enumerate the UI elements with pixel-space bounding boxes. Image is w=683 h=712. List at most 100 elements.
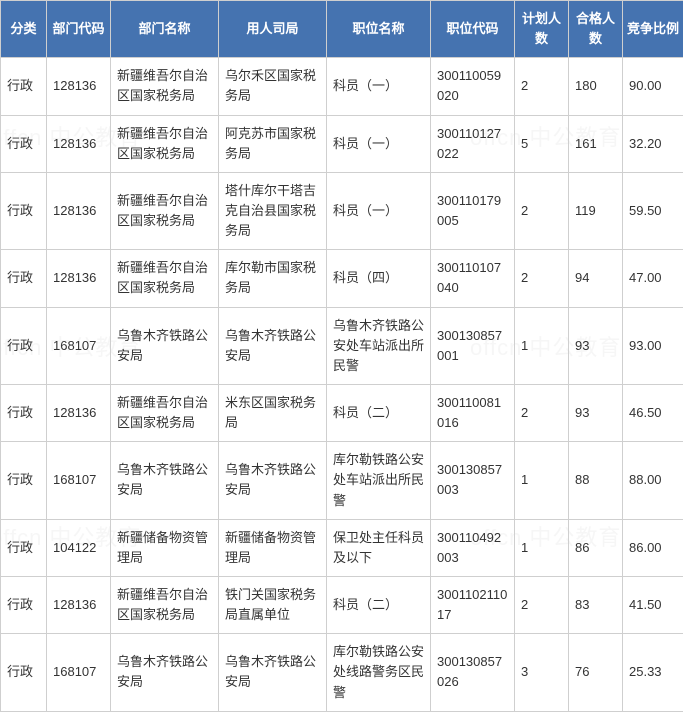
cell: 乌鲁木齐铁路公安局: [111, 634, 219, 711]
table-row: 行政128136新疆维吾尔自治区国家税务局塔什库尔干塔吉克自治县国家税务局科员（…: [1, 172, 683, 249]
col-plan: 计划人数: [515, 1, 569, 58]
cell: 119: [569, 172, 623, 249]
cell: 300110492003: [431, 519, 515, 576]
cell: 88.00: [623, 442, 683, 519]
table-row: 行政128136新疆维吾尔自治区国家税务局米东区国家税务局科员（二）300110…: [1, 384, 683, 441]
cell: 5: [515, 115, 569, 172]
col-dept-code: 部门代码: [47, 1, 111, 58]
table-row: 行政128136新疆维吾尔自治区国家税务局库尔勒市国家税务局科员（四）30011…: [1, 250, 683, 307]
cell: 塔什库尔干塔吉克自治县国家税务局: [219, 172, 327, 249]
cell: 59.50: [623, 172, 683, 249]
cell: 93: [569, 307, 623, 384]
cell: 128136: [47, 172, 111, 249]
cell: 库尔勒市国家税务局: [219, 250, 327, 307]
cell: 新疆维吾尔自治区国家税务局: [111, 250, 219, 307]
cell: 161: [569, 115, 623, 172]
cell: 库尔勒铁路公安处线路警务区民警: [327, 634, 431, 711]
cell: 新疆维吾尔自治区国家税务局: [111, 115, 219, 172]
cell: 93: [569, 384, 623, 441]
cell: 新疆维吾尔自治区国家税务局: [111, 384, 219, 441]
cell: 1: [515, 307, 569, 384]
cell: 乌鲁木齐铁路公安处车站派出所民警: [327, 307, 431, 384]
cell: 128136: [47, 576, 111, 633]
cell: 科员（一）: [327, 115, 431, 172]
col-qualified: 合格人数: [569, 1, 623, 58]
cell: 32.20: [623, 115, 683, 172]
cell: 25.33: [623, 634, 683, 711]
cell: 行政: [1, 442, 47, 519]
cell: 90.00: [623, 58, 683, 115]
cell: 47.00: [623, 250, 683, 307]
cell: 94: [569, 250, 623, 307]
cell: 新疆储备物资管理局: [219, 519, 327, 576]
table-row: 行政104122新疆储备物资管理局新疆储备物资管理局保卫处主任科员及以下3001…: [1, 519, 683, 576]
positions-table: 分类 部门代码 部门名称 用人司局 职位名称 职位代码 计划人数 合格人数 竞争…: [0, 0, 683, 712]
cell: 128136: [47, 384, 111, 441]
cell: 米东区国家税务局: [219, 384, 327, 441]
cell: 2: [515, 576, 569, 633]
cell: 128136: [47, 250, 111, 307]
cell: 2: [515, 172, 569, 249]
cell: 300110127022: [431, 115, 515, 172]
cell: 乌鲁木齐铁路公安局: [219, 442, 327, 519]
cell: 168107: [47, 307, 111, 384]
table-row: 行政128136新疆维吾尔自治区国家税务局乌尔禾区国家税务局科员（一）30011…: [1, 58, 683, 115]
col-pos-name: 职位名称: [327, 1, 431, 58]
cell: 180: [569, 58, 623, 115]
cell: 168107: [47, 634, 111, 711]
cell: 93.00: [623, 307, 683, 384]
table-row: 行政168107乌鲁木齐铁路公安局乌鲁木齐铁路公安局乌鲁木齐铁路公安处车站派出所…: [1, 307, 683, 384]
cell: 76: [569, 634, 623, 711]
cell: 库尔勒铁路公安处车站派出所民警: [327, 442, 431, 519]
cell: 300110059020: [431, 58, 515, 115]
table-row: 行政168107乌鲁木齐铁路公安局乌鲁木齐铁路公安局库尔勒铁路公安处车站派出所民…: [1, 442, 683, 519]
cell: 乌鲁木齐铁路公安局: [111, 307, 219, 384]
cell: 104122: [47, 519, 111, 576]
cell: 1: [515, 519, 569, 576]
cell: 128136: [47, 58, 111, 115]
cell: 3: [515, 634, 569, 711]
cell: 行政: [1, 307, 47, 384]
cell: 科员（一）: [327, 172, 431, 249]
cell: 保卫处主任科员及以下: [327, 519, 431, 576]
cell: 阿克苏市国家税务局: [219, 115, 327, 172]
table-row: 行政168107乌鲁木齐铁路公安局乌鲁木齐铁路公安局库尔勒铁路公安处线路警务区民…: [1, 634, 683, 711]
cell: 128136: [47, 115, 111, 172]
table-row: 行政128136新疆维吾尔自治区国家税务局阿克苏市国家税务局科员（一）30011…: [1, 115, 683, 172]
cell: 乌鲁木齐铁路公安局: [219, 307, 327, 384]
col-category: 分类: [1, 1, 47, 58]
cell: 300130857001: [431, 307, 515, 384]
cell: 300130857003: [431, 442, 515, 519]
cell: 83: [569, 576, 623, 633]
cell: 行政: [1, 634, 47, 711]
table-header: 分类 部门代码 部门名称 用人司局 职位名称 职位代码 计划人数 合格人数 竞争…: [1, 1, 683, 58]
cell: 46.50: [623, 384, 683, 441]
cell: 2: [515, 250, 569, 307]
cell: 新疆维吾尔自治区国家税务局: [111, 58, 219, 115]
cell: 300110081016: [431, 384, 515, 441]
cell: 300110179005: [431, 172, 515, 249]
cell: 行政: [1, 250, 47, 307]
cell: 行政: [1, 576, 47, 633]
table-body: 行政128136新疆维吾尔自治区国家税务局乌尔禾区国家税务局科员（一）30011…: [1, 58, 683, 711]
cell: 2: [515, 384, 569, 441]
cell: 科员（四）: [327, 250, 431, 307]
cell: 铁门关国家税务局直属单位: [219, 576, 327, 633]
cell: 新疆储备物资管理局: [111, 519, 219, 576]
col-pos-code: 职位代码: [431, 1, 515, 58]
cell: 86: [569, 519, 623, 576]
cell: 300110211017: [431, 576, 515, 633]
cell: 行政: [1, 384, 47, 441]
col-dept-name: 部门名称: [111, 1, 219, 58]
cell: 168107: [47, 442, 111, 519]
cell: 41.50: [623, 576, 683, 633]
col-bureau: 用人司局: [219, 1, 327, 58]
col-ratio: 竞争比例: [623, 1, 683, 58]
cell: 300110107040: [431, 250, 515, 307]
cell: 行政: [1, 519, 47, 576]
cell: 科员（二）: [327, 576, 431, 633]
cell: 乌鲁木齐铁路公安局: [111, 442, 219, 519]
cell: 行政: [1, 58, 47, 115]
cell: 1: [515, 442, 569, 519]
table-row: 行政128136新疆维吾尔自治区国家税务局铁门关国家税务局直属单位科员（二）30…: [1, 576, 683, 633]
